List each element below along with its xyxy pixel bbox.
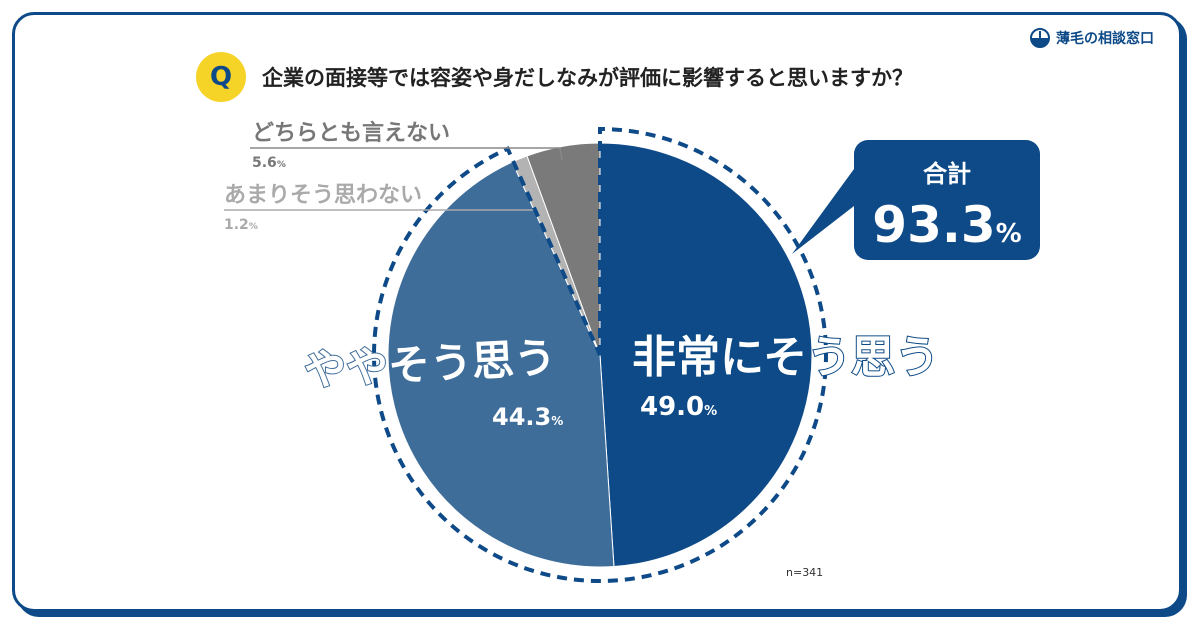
value-neutral: 5.6% — [252, 155, 286, 171]
pie-slice-0 — [599, 142, 813, 568]
total-callout — [792, 140, 1040, 260]
sample-size: n=341 — [786, 566, 824, 579]
label-strongly-agree: 非常にそう思う — [632, 332, 939, 383]
question-badge: Q — [196, 52, 246, 102]
label-neutral: どちらとも言えない — [252, 120, 450, 146]
value-disagree: 1.2% — [224, 217, 258, 233]
logo-icon — [1030, 28, 1050, 48]
logo-text: 薄毛の相談窓口 — [1056, 31, 1154, 47]
question-text: 企業の面接等では容姿や身だしなみが評価に影響すると思いますか？ — [262, 66, 913, 90]
value-somewhat-agree: 44.3% — [492, 403, 563, 431]
total-label: 合計 — [923, 160, 971, 188]
label-disagree: あまりそう思わない — [224, 183, 422, 208]
agree-dashed-outline — [372, 126, 828, 583]
total-value: 93.3% — [872, 196, 1021, 254]
value-strongly-agree: 49.0% — [640, 392, 717, 422]
logo: 薄毛の相談窓口 — [1030, 28, 1154, 48]
leader-line-neutral-tick — [559, 147, 563, 161]
